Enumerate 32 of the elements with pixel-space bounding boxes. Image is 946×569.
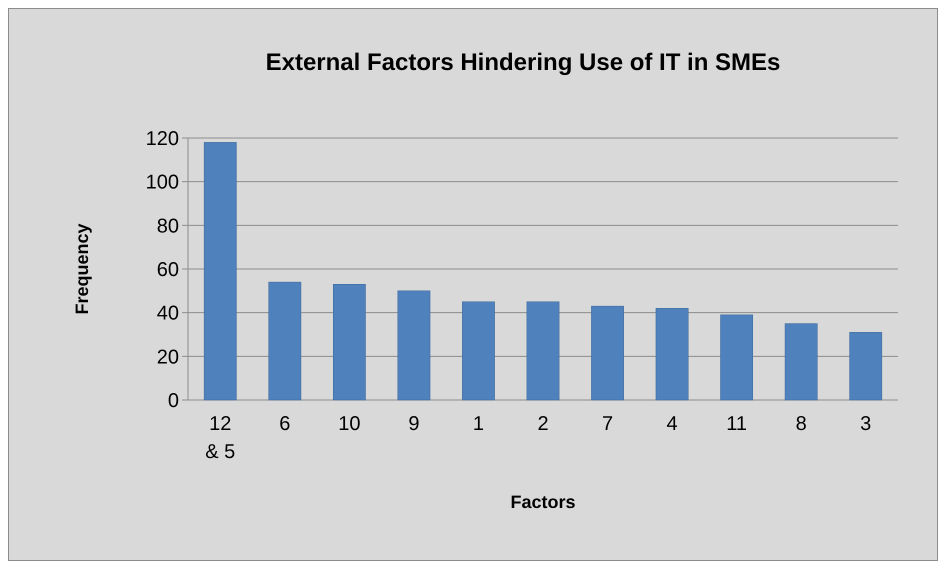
x-tick-label: 11 (726, 413, 748, 435)
y-tick-label: 120 (146, 128, 179, 150)
y-tick-label: 40 (156, 302, 179, 325)
x-tick-label: 2 (537, 413, 549, 435)
y-tick-label: 0 (168, 390, 179, 412)
x-tick-label: 4 (666, 413, 678, 435)
x-axis-title: Factors (510, 492, 576, 512)
x-tick-label: 6 (279, 413, 290, 435)
x-tick-label: 8 (796, 413, 807, 435)
bar (784, 323, 818, 400)
x-tick-label: 1 (472, 413, 484, 435)
x-tick-label: 10 (338, 413, 360, 435)
y-axis-title: Frequency (72, 223, 92, 315)
bar (720, 314, 754, 400)
bar (204, 142, 237, 400)
y-tick-label: 100 (146, 172, 179, 194)
x-tick-label: 3 (860, 413, 872, 435)
bar (591, 306, 624, 400)
bar (526, 302, 560, 400)
x-tick-label: 7 (602, 413, 614, 435)
y-tick-label: 60 (156, 259, 179, 281)
bar (849, 332, 882, 400)
bar (398, 290, 430, 400)
x-tick-label: 12 & 5 (205, 413, 236, 463)
y-tick-label: 80 (156, 215, 179, 238)
chart-title: External Factors Hindering Use of IT in SMEs (266, 49, 780, 76)
bar (656, 308, 688, 400)
y-tick-label: 20 (156, 346, 179, 368)
bar (332, 284, 366, 400)
bar (462, 302, 495, 400)
x-tick-label: 9 (408, 413, 420, 435)
bar (268, 282, 302, 400)
